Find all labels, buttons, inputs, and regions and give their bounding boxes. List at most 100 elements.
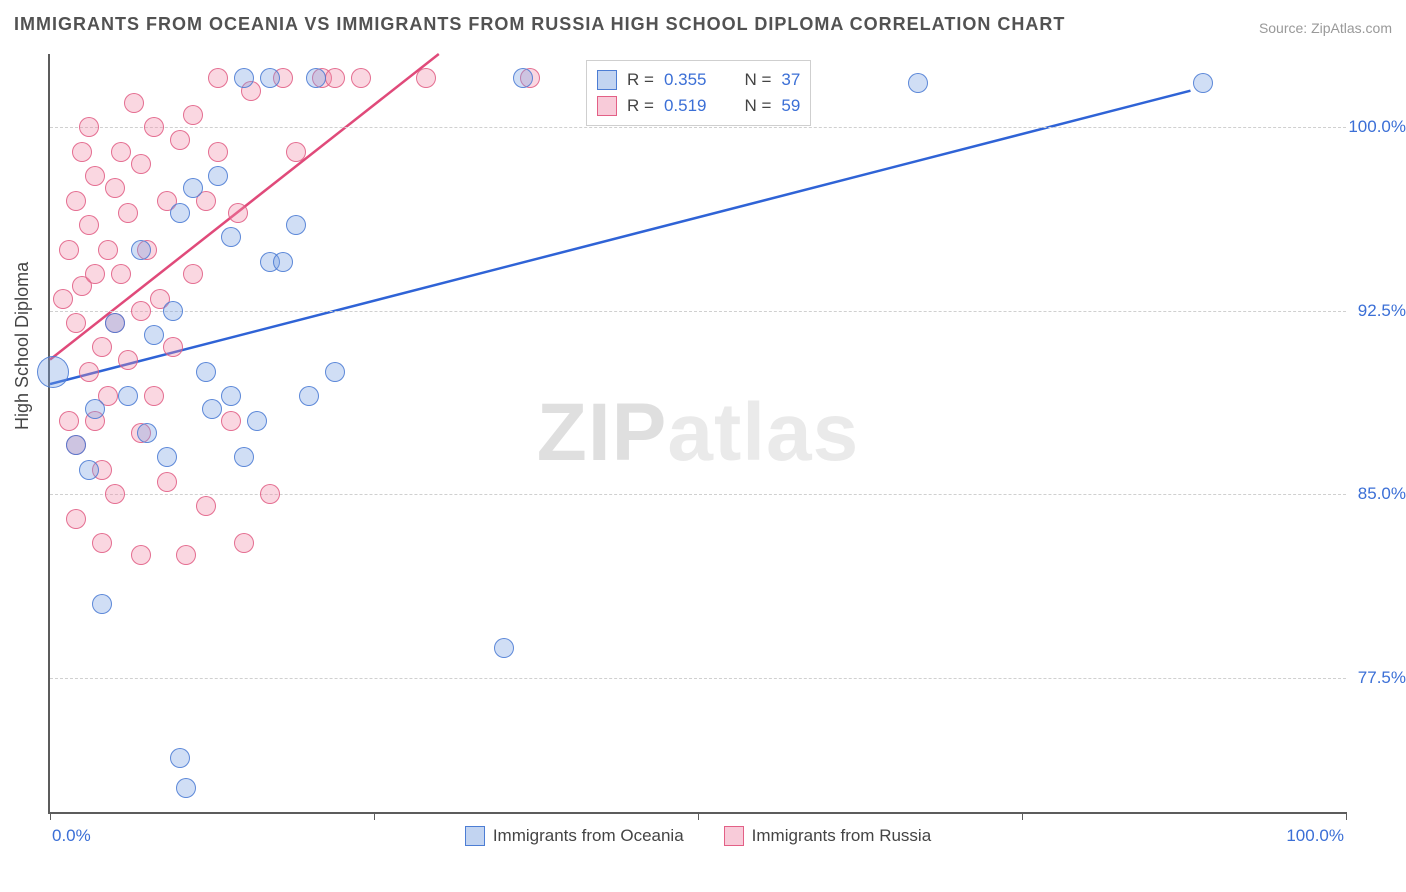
- scatter-point-blue: [1193, 73, 1213, 93]
- scatter-point-pink: [98, 240, 118, 260]
- x-tick: [1022, 812, 1023, 820]
- scatter-point-pink: [196, 496, 216, 516]
- legend-swatch-pink: [724, 826, 744, 846]
- x-tick: [1346, 812, 1347, 820]
- scatter-point-pink: [66, 313, 86, 333]
- scatter-point-pink: [85, 264, 105, 284]
- legend-n-pink: 59: [781, 96, 800, 116]
- scatter-point-blue: [157, 447, 177, 467]
- scatter-point-pink: [111, 142, 131, 162]
- scatter-point-pink: [105, 178, 125, 198]
- scatter-point-blue: [183, 178, 203, 198]
- scatter-point-pink: [92, 337, 112, 357]
- scatter-point-pink: [221, 411, 241, 431]
- scatter-point-pink: [66, 191, 86, 211]
- scatter-point-pink: [208, 142, 228, 162]
- scatter-point-blue: [170, 748, 190, 768]
- y-tick-label: 85.0%: [1358, 484, 1406, 504]
- gridline: [50, 678, 1346, 679]
- scatter-point-pink: [234, 533, 254, 553]
- scatter-point-blue: [325, 362, 345, 382]
- scatter-point-pink: [144, 117, 164, 137]
- legend-r-pink: 0.519: [664, 96, 707, 116]
- y-tick-label: 100.0%: [1348, 117, 1406, 137]
- scatter-point-blue: [196, 362, 216, 382]
- scatter-point-pink: [105, 484, 125, 504]
- scatter-point-blue: [286, 215, 306, 235]
- scatter-point-pink: [157, 472, 177, 492]
- scatter-point-pink: [163, 337, 183, 357]
- scatter-point-blue: [131, 240, 151, 260]
- legend-r-label: R =: [627, 70, 654, 90]
- legend-r-label: R =: [627, 96, 654, 116]
- scatter-point-blue: [163, 301, 183, 321]
- scatter-point-blue: [176, 778, 196, 798]
- scatter-point-pink: [131, 545, 151, 565]
- scatter-point-pink: [144, 386, 164, 406]
- source-label: Source: ZipAtlas.com: [1259, 20, 1392, 36]
- scatter-point-pink: [183, 105, 203, 125]
- legend-n-blue: 37: [781, 70, 800, 90]
- scatter-point-pink: [124, 93, 144, 113]
- scatter-point-blue: [306, 68, 326, 88]
- scatter-point-blue: [260, 68, 280, 88]
- x-tick: [698, 812, 699, 820]
- scatter-point-pink: [176, 545, 196, 565]
- scatter-point-pink: [79, 117, 99, 137]
- scatter-point-pink: [131, 301, 151, 321]
- scatter-point-pink: [170, 130, 190, 150]
- scatter-point-blue: [247, 411, 267, 431]
- scatter-point-pink: [228, 203, 248, 223]
- scatter-point-pink: [85, 166, 105, 186]
- scatter-point-pink: [118, 350, 138, 370]
- series-legend: Immigrants from Oceania Immigrants from …: [50, 826, 1346, 846]
- legend-swatch-blue: [597, 70, 617, 90]
- scatter-point-blue: [234, 68, 254, 88]
- scatter-point-blue: [79, 460, 99, 480]
- scatter-point-pink: [53, 289, 73, 309]
- scatter-point-blue: [170, 203, 190, 223]
- y-tick-label: 77.5%: [1358, 668, 1406, 688]
- scatter-point-pink: [72, 142, 92, 162]
- scatter-point-blue: [234, 447, 254, 467]
- correlation-legend: R = 0.355 N = 37 R = 0.519 N = 59: [586, 60, 811, 126]
- scatter-point-blue: [137, 423, 157, 443]
- scatter-point-blue: [92, 594, 112, 614]
- scatter-point-pink: [325, 68, 345, 88]
- scatter-point-pink: [351, 68, 371, 88]
- scatter-point-pink: [92, 533, 112, 553]
- scatter-point-blue: [299, 386, 319, 406]
- scatter-point-pink: [111, 264, 131, 284]
- scatter-point-blue: [221, 386, 241, 406]
- scatter-point-pink: [131, 154, 151, 174]
- scatter-point-blue: [144, 325, 164, 345]
- chart-title: IMMIGRANTS FROM OCEANIA VS IMMIGRANTS FR…: [14, 14, 1065, 35]
- x-tick: [50, 812, 51, 820]
- plot-area: ZIPatlas R = 0.355 N = 37 R = 0.519 N = …: [48, 54, 1346, 814]
- x-tick: [374, 812, 375, 820]
- scatter-point-blue: [202, 399, 222, 419]
- scatter-point-blue: [118, 386, 138, 406]
- scatter-point-blue: [85, 399, 105, 419]
- legend-label-pink: Immigrants from Russia: [752, 826, 931, 846]
- scatter-point-pink: [208, 68, 228, 88]
- scatter-point-blue: [221, 227, 241, 247]
- trendlines-layer: [50, 54, 1346, 812]
- scatter-point-blue: [494, 638, 514, 658]
- gridline: [50, 127, 1346, 128]
- legend-r-blue: 0.355: [664, 70, 707, 90]
- scatter-point-pink: [79, 362, 99, 382]
- scatter-point-blue: [908, 73, 928, 93]
- gridline: [50, 311, 1346, 312]
- scatter-point-pink: [59, 411, 79, 431]
- y-axis-label: High School Diploma: [12, 262, 33, 430]
- y-tick-label: 92.5%: [1358, 301, 1406, 321]
- scatter-point-pink: [66, 509, 86, 529]
- gridline: [50, 494, 1346, 495]
- legend-n-label: N =: [744, 96, 771, 116]
- legend-label-blue: Immigrants from Oceania: [493, 826, 684, 846]
- scatter-point-pink: [79, 215, 99, 235]
- scatter-point-pink: [183, 264, 203, 284]
- scatter-point-pink: [416, 68, 436, 88]
- scatter-point-pink: [260, 484, 280, 504]
